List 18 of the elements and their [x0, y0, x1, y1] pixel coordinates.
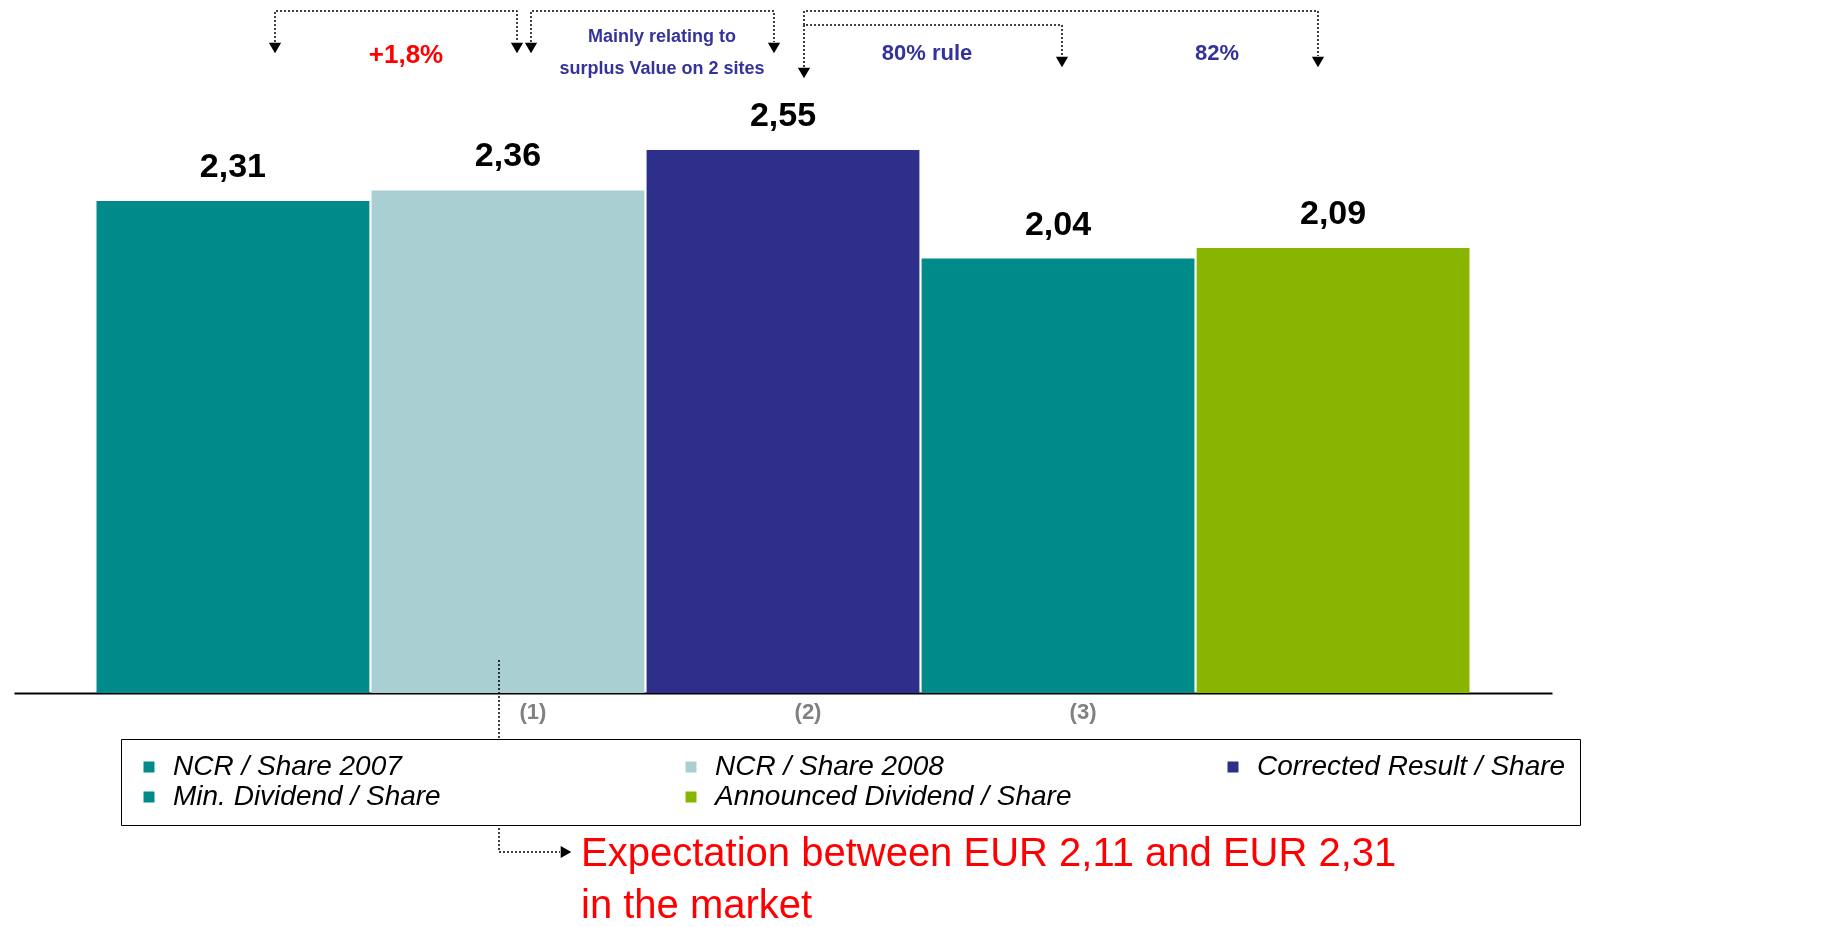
legend-label: Min. Dividend / Share [173, 780, 441, 811]
data-label: 2,04 [1024, 203, 1092, 242]
text: +1,8% [368, 39, 444, 69]
text: Expectation between EUR 2,11 and EUR 2,31 in the market [581, 830, 1397, 926]
data-label: 2,55 [749, 95, 817, 133]
legend-label: Announced Dividend / Share [713, 780, 1072, 811]
x-tick-label: (3) [1069, 698, 1097, 724]
legend-label: Corrected Result / Share [1257, 750, 1566, 781]
x-tick-label: (2) [794, 698, 822, 724]
x-tick-label: (1) [519, 698, 547, 724]
legend-label: NCR / Share 2008 [715, 750, 945, 781]
data-label: 2,36 [474, 135, 542, 174]
text: 82% [1194, 40, 1240, 65]
data-label: 2,31 [199, 146, 267, 185]
data-label: 2,09 [1299, 192, 1367, 231]
text: 80% rule [881, 40, 973, 65]
text: Mainly relating to surplus Value on 2 sites [559, 26, 765, 78]
legend-label: NCR / Share 2007 [173, 750, 404, 781]
